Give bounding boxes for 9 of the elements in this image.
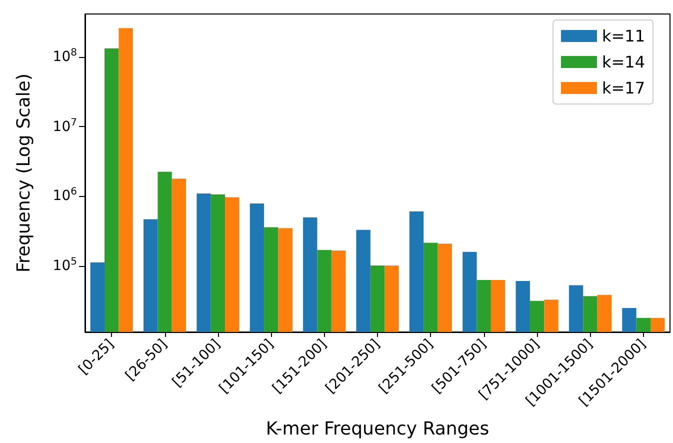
legend-label: k=11: [602, 26, 645, 46]
legend-label: k=14: [602, 52, 645, 72]
legend-label: k=17: [602, 78, 645, 98]
y-tick-label: 10$^{6}$: [52, 186, 77, 204]
y-tick-label: 10$^{7}$: [52, 117, 77, 135]
y-tick-label: 10$^{5}$: [52, 256, 77, 274]
y-tick-label: 10$^{8}$: [52, 47, 77, 66]
y-axis-title: Frequency (Log Scale): [14, 73, 34, 273]
x-axis-title: K-mer Frequency Ranges: [266, 418, 490, 440]
